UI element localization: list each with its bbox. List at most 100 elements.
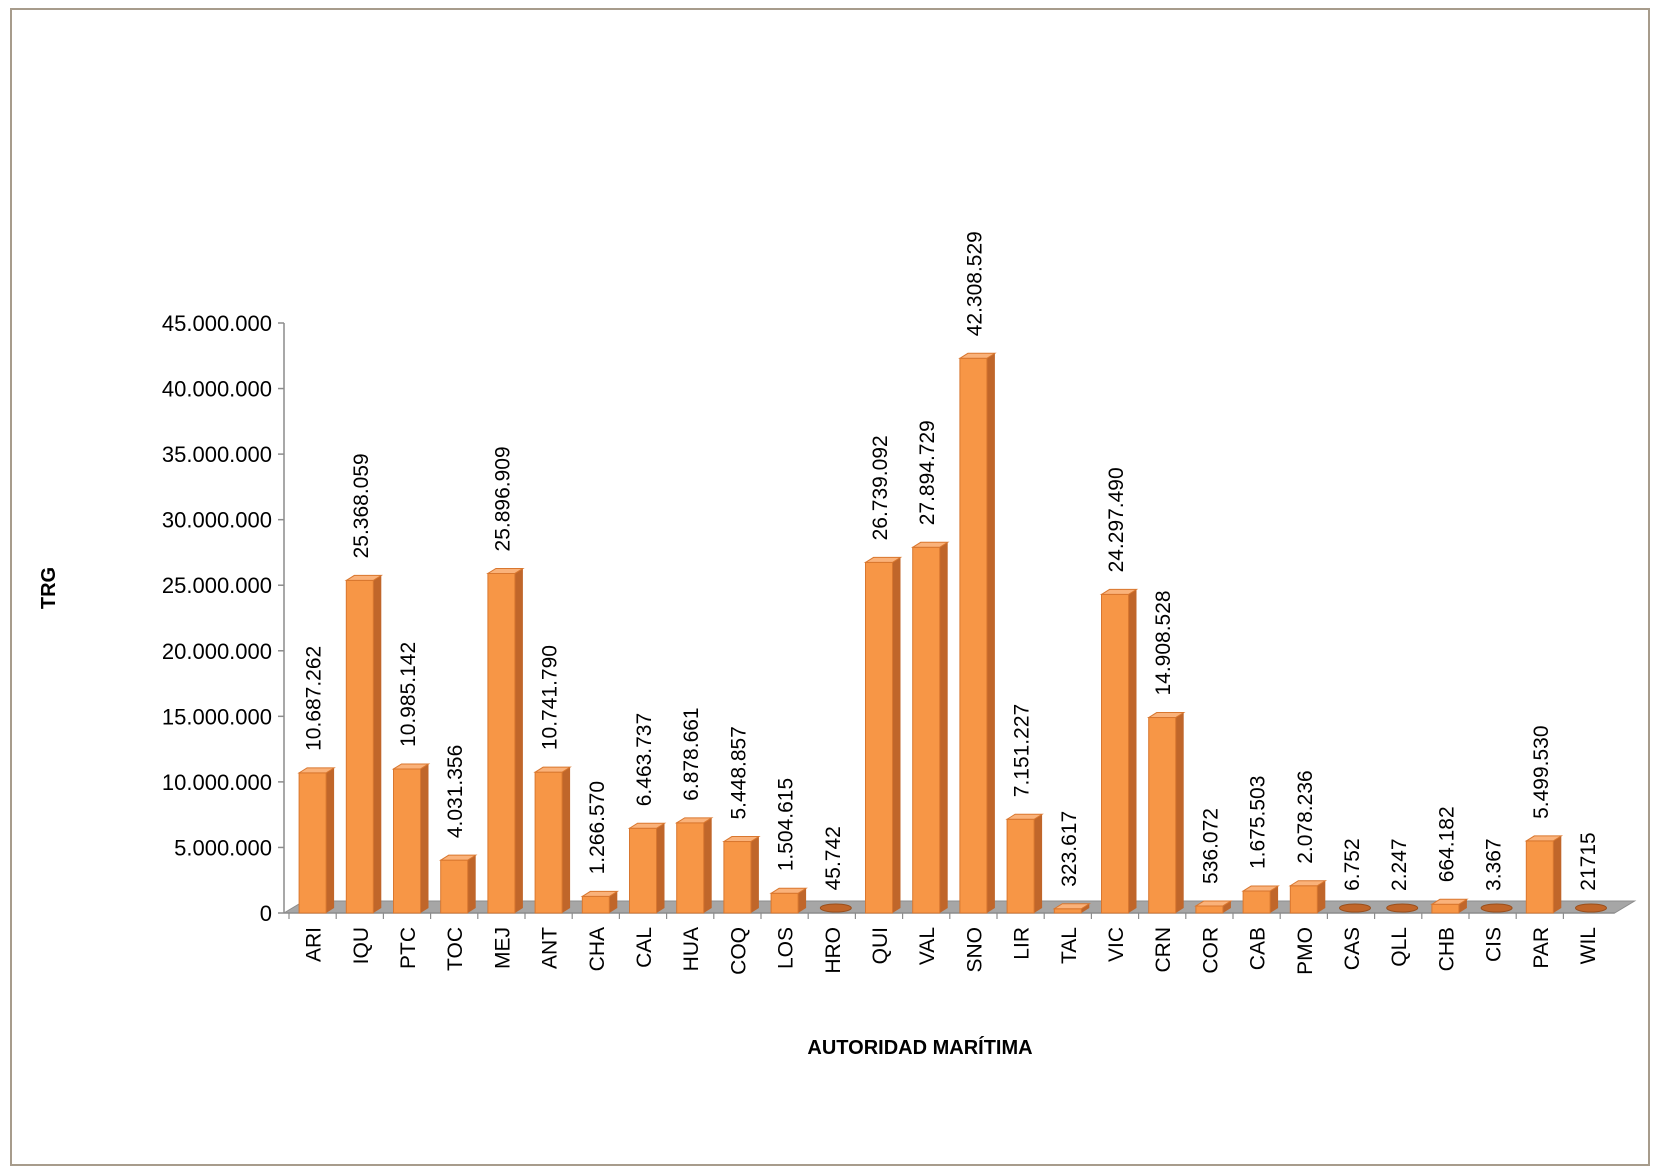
bar-top — [1524, 835, 1564, 842]
bar-top — [1052, 903, 1092, 910]
bar-top — [391, 763, 431, 770]
category-label: SNO — [963, 927, 986, 973]
bar-side — [1175, 712, 1184, 913]
bar-side — [373, 575, 382, 913]
bar-side — [1317, 880, 1326, 913]
bar-side — [1081, 903, 1090, 913]
data-label: 10.687.262 — [303, 646, 326, 751]
category-label: PTC — [397, 927, 420, 969]
y-axis: 0 5.000.000 10.000.000 15.000.000 20.000.000… — [162, 311, 1615, 926]
bar-side — [939, 542, 948, 913]
category-label: QUI — [869, 927, 892, 964]
bar-front — [865, 561, 893, 914]
bar-top — [1430, 898, 1469, 905]
category-label: ARI — [303, 927, 326, 962]
bar-cap — [819, 903, 852, 913]
bar-top — [769, 887, 808, 894]
bar-top — [438, 854, 478, 861]
bar-cap — [1575, 903, 1607, 913]
bar-front — [1101, 593, 1129, 914]
bar-front — [1053, 908, 1082, 914]
bar — [1194, 900, 1233, 914]
data-label: 25.896.909 — [491, 446, 514, 551]
bar-side — [609, 891, 618, 913]
bar-front — [723, 841, 752, 914]
bar-side — [1034, 814, 1043, 913]
bar — [580, 890, 620, 914]
category-label: TOC — [444, 927, 467, 971]
category-label: HUA — [680, 927, 703, 971]
data-label: 4.031.356 — [444, 745, 467, 838]
bar-cap — [1386, 903, 1419, 913]
x-axis: ARI IQU PTC TOC MEJ ANT CHA CAL HUA COQ LOS HRO QUI V… — [288, 913, 1600, 975]
bar-top — [627, 822, 667, 829]
bar — [391, 763, 431, 914]
category-label: PMO — [1294, 927, 1317, 975]
y-axis-title: TRG — [38, 567, 60, 609]
bar-front — [1431, 903, 1460, 914]
bar-side — [1458, 899, 1467, 913]
bar-side — [986, 353, 995, 913]
bar-top — [580, 890, 620, 897]
bar — [958, 352, 997, 914]
data-label: 14.908.528 — [1152, 590, 1175, 695]
bar-front — [1006, 818, 1035, 914]
y-tick-label: 25.000.000 — [162, 573, 272, 598]
category-label: MEJ — [491, 927, 514, 969]
x-axis-title: AUTORIDAD MARÍTIMA — [807, 1036, 1032, 1059]
bar — [674, 817, 714, 914]
y-tick-label: 5.000.000 — [174, 835, 272, 860]
bar-top — [1146, 712, 1186, 719]
data-label: 45.742 — [822, 826, 845, 890]
bar-front — [1195, 905, 1224, 914]
bar-front — [912, 546, 941, 914]
category-label: WIL — [1577, 927, 1600, 964]
bar-side — [562, 767, 571, 913]
data-label: 27.894.729 — [916, 420, 939, 525]
bar — [1288, 880, 1328, 914]
bar — [486, 567, 525, 914]
bar-side — [420, 763, 429, 913]
data-label: 10.741.790 — [539, 645, 562, 750]
category-label: COQ — [727, 927, 750, 975]
y-tick-label: 40.000.000 — [162, 377, 272, 402]
bar-top — [910, 541, 950, 548]
bar-front — [1525, 840, 1554, 914]
bar-cap — [1480, 903, 1513, 913]
y-tick-label: 35.000.000 — [162, 442, 272, 467]
bar — [344, 574, 384, 914]
category-label: IQU — [350, 927, 373, 964]
bar — [1241, 885, 1280, 914]
bar-front — [534, 771, 563, 914]
bar — [769, 887, 808, 914]
data-label: 42.308.529 — [963, 231, 986, 336]
bar-top — [958, 352, 997, 359]
bar-front — [581, 895, 610, 914]
bar-top — [533, 766, 572, 773]
bar-top — [486, 567, 525, 574]
category-label: CHB — [1435, 927, 1458, 971]
data-label: 7.151.227 — [1011, 704, 1034, 797]
bar-top — [1241, 885, 1280, 892]
bar-front — [1148, 717, 1177, 914]
bar-top — [674, 817, 714, 824]
bar-side — [656, 823, 665, 913]
data-labels: 10.687.262 25.368.059 10.985.142 4.031.356 2… — [303, 231, 1600, 891]
bar-top — [1288, 880, 1328, 887]
bar-front — [393, 768, 421, 914]
bar-top — [344, 574, 384, 581]
bar-side — [326, 767, 335, 913]
category-label: ANT — [539, 927, 562, 969]
data-label: 21715 — [1577, 832, 1600, 890]
bar — [1052, 903, 1092, 914]
data-label: 1.675.503 — [1247, 776, 1270, 869]
bar-side — [892, 557, 901, 913]
bar — [819, 903, 852, 913]
category-label: CIS — [1483, 927, 1506, 962]
data-label: 664.182 — [1435, 806, 1458, 882]
bar-front — [676, 822, 705, 914]
category-label: CAS — [1341, 927, 1364, 970]
bar-cap — [1339, 903, 1371, 913]
category-label: PAR — [1530, 927, 1553, 969]
category-label: LOS — [775, 927, 798, 969]
